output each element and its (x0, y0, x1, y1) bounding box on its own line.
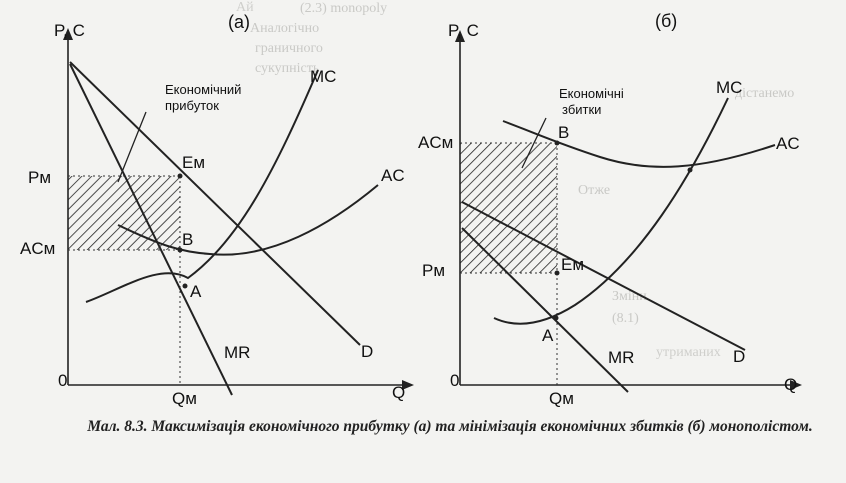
ghost-text: (2.3) monopoly (300, 1, 387, 16)
point-a (182, 283, 188, 289)
annotation-line-2: збитки (562, 102, 601, 117)
ac-label: AC (776, 134, 800, 153)
x-axis-arrow (402, 380, 414, 390)
point-em (554, 270, 560, 276)
pm-label: Pм (28, 168, 51, 187)
mr-label: MR (224, 343, 250, 362)
em-label: Eм (561, 255, 584, 274)
panel-label: (а) (228, 12, 250, 32)
loss-area (460, 143, 557, 273)
ghost-text: граничного (255, 41, 323, 56)
y-axis-arrow (455, 30, 465, 42)
x-axis-label: Q (784, 375, 797, 394)
demand-curve (461, 201, 746, 351)
x-axis-label: Q (392, 383, 405, 402)
figure-caption-text: Максимізація економічного прибутку (а) т… (151, 418, 813, 435)
y-axis-arrow (63, 28, 73, 40)
point-mc-ac (687, 167, 693, 173)
x-axis-arrow (790, 380, 802, 390)
qm-label: Qм (172, 389, 197, 408)
ac-curve (502, 120, 776, 168)
d-label: D (733, 347, 745, 366)
figure-number: Мал. 8.3. (87, 418, 148, 435)
mc-label: MC (310, 67, 336, 86)
b-label: B (558, 123, 569, 142)
panel-a: P, C 0 Q (а) MC AC MR D Eм B A Pм ACм Qм… (20, 12, 414, 408)
y-axis-label: P, C (54, 21, 85, 40)
mr-label: MR (608, 348, 634, 367)
panel-b: P, C 0 Q (б) MC AC MR D B Eм A ACм Pм Qм… (418, 11, 802, 408)
point-b (177, 247, 183, 253)
mc-label: MC (716, 78, 742, 97)
qm-label: Qм (549, 389, 574, 408)
ghost-text: Отже (578, 183, 610, 198)
point-a (553, 315, 559, 321)
acm-label: ACм (418, 133, 453, 152)
annotation-line-1: Економічний (165, 82, 241, 97)
annotation-line-1: Економічні (559, 86, 624, 101)
point-em (177, 173, 183, 179)
ghost-text: сукупність (255, 61, 319, 76)
a-label: A (542, 326, 554, 345)
annotation-leader (521, 117, 547, 169)
ac-label: AC (381, 166, 405, 185)
annotation-line-2: прибуток (165, 98, 219, 113)
acm-label: ACм (20, 239, 55, 258)
background-text: (2.3) monopoly Аналогічно граничного сук… (250, 1, 794, 326)
annotation-leader (117, 111, 147, 183)
ghost-text: Зміни (612, 289, 647, 304)
figure-caption: Мал. 8.3. Максимізація економічного приб… (60, 416, 840, 438)
ghost-text: (8.1) (612, 311, 639, 326)
mr-curve (69, 63, 233, 396)
point-b (554, 140, 560, 146)
b-label: B (182, 230, 193, 249)
ghost-text: Аналогічно (250, 21, 319, 36)
origin-label: 0 (450, 371, 459, 390)
em-label: Eм (182, 153, 205, 172)
mr-curve (461, 227, 629, 393)
ghost-text: дістанемо (735, 86, 794, 101)
ac-curve (117, 184, 379, 256)
profit-area (68, 176, 180, 250)
panel-label: (б) (655, 11, 677, 31)
origin-label: 0 (58, 371, 67, 390)
y-axis-label: P, C (448, 21, 479, 40)
pm-label: Pм (422, 261, 445, 280)
a-label: A (190, 282, 202, 301)
mc-curve (493, 97, 729, 325)
d-label: D (361, 342, 373, 361)
mc-curve (85, 69, 319, 303)
demand-curve (69, 61, 361, 346)
